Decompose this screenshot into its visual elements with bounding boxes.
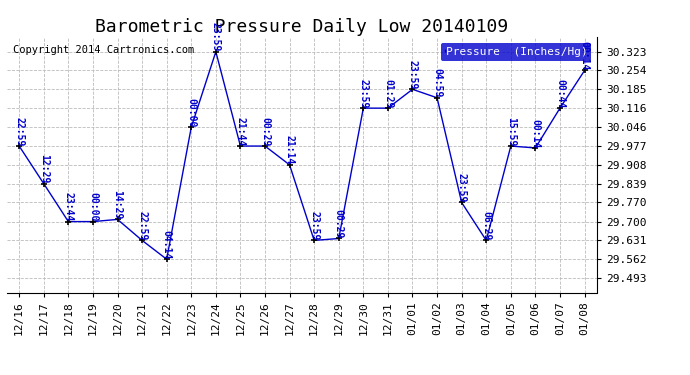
Text: 04:14: 04:14	[161, 230, 172, 259]
Text: 00:00: 00:00	[186, 98, 196, 127]
Text: 12:29: 12:29	[39, 154, 49, 184]
Text: 01:29: 01:29	[383, 79, 393, 108]
Text: 00:14: 00:14	[580, 41, 589, 70]
Text: 00:44: 00:44	[555, 79, 565, 108]
Text: 06:29: 06:29	[481, 211, 491, 240]
Text: 23:59: 23:59	[211, 22, 221, 52]
Text: 23:59: 23:59	[408, 60, 417, 89]
Text: 22:59: 22:59	[137, 211, 147, 240]
Text: 22:59: 22:59	[14, 117, 24, 146]
Text: 23:59: 23:59	[358, 79, 368, 108]
Text: 04:59: 04:59	[432, 68, 442, 98]
Text: 23:59: 23:59	[309, 211, 319, 240]
Text: 21:14: 21:14	[284, 135, 295, 165]
Text: 14:29: 14:29	[112, 190, 123, 219]
Text: 21:44: 21:44	[235, 117, 246, 146]
Text: 00:00: 00:00	[88, 192, 98, 222]
Legend: Pressure  (Inches/Hg): Pressure (Inches/Hg)	[441, 43, 591, 61]
Text: 00:29: 00:29	[260, 117, 270, 146]
Text: 23:44: 23:44	[63, 192, 73, 222]
Text: 00:29: 00:29	[334, 209, 344, 238]
Text: 00:14: 00:14	[531, 118, 540, 148]
Text: Copyright 2014 Cartronics.com: Copyright 2014 Cartronics.com	[13, 45, 194, 55]
Text: 23:59: 23:59	[457, 173, 466, 202]
Text: 15:59: 15:59	[506, 117, 516, 146]
Title: Barometric Pressure Daily Low 20140109: Barometric Pressure Daily Low 20140109	[95, 18, 509, 36]
